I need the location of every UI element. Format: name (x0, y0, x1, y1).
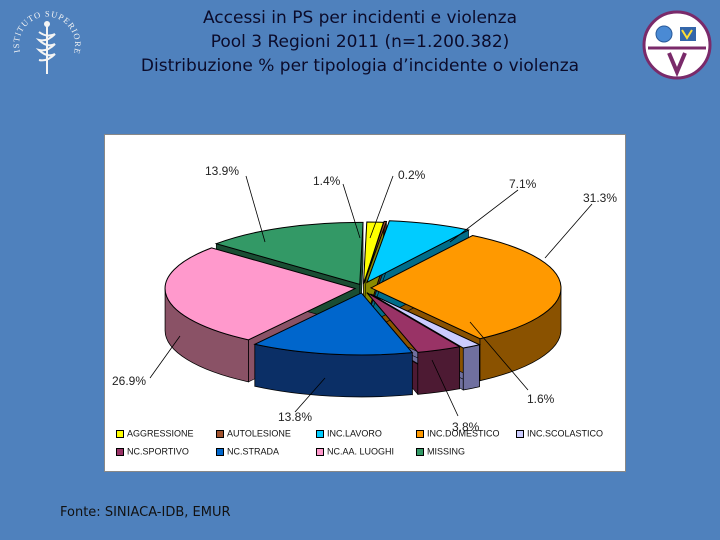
leader-line-inc-strada (294, 377, 326, 413)
title-line-2: Pool 3 Regioni 2011 (n=1.200.382) (210, 32, 510, 52)
iss-seal-logo: ISTITUTO SUPERIORE DI SANITÀ (6, 2, 82, 74)
pie-slice-autolesione (363, 220, 388, 284)
label-inc-strada: 13.8% (278, 410, 313, 424)
legend-item-inc-strada: NC.STRADA (216, 444, 279, 458)
leader-line-inc-lavoro (449, 189, 519, 243)
legend-swatch (316, 429, 324, 438)
pie-slice-inc-strada (253, 292, 414, 356)
label-autolesione: 0.2% (398, 168, 426, 182)
label-aggressione: 1.4% (313, 174, 341, 188)
injury-db-logo (642, 10, 712, 80)
pie-slice-side-inc-scolastico (462, 344, 480, 391)
legend-swatch (516, 429, 524, 438)
label-inc-sportivo: 3.8% (452, 420, 480, 434)
leader-line-missing (245, 175, 266, 243)
leader-line-inc-scolastico (469, 321, 529, 391)
legend-swatch (416, 447, 424, 456)
pie-slice-inc-lavoro (366, 220, 471, 284)
label-inc-aa-luoghi: 26.9% (112, 374, 147, 388)
legend-swatch (416, 429, 424, 438)
legend-swatch (216, 447, 224, 456)
pie-slice-inc-aa-luoghi (164, 247, 357, 341)
title-line-3: Distribuzione % per tipologia d’incident… (140, 56, 580, 76)
legend-item-aggressione: AGGRESSIONE (116, 426, 194, 440)
leader-line-autolesione (369, 175, 394, 239)
label-inc-domestico: 31.3% (583, 191, 618, 205)
pie-slice-inc-domestico (369, 234, 562, 340)
legend-swatch (316, 447, 324, 456)
source-note: Fonte: SINIACA-IDB, EMUR (60, 505, 231, 520)
title-line-1: Accessi in PS per incidenti e violenza (202, 8, 518, 28)
label-inc-lavoro: 7.1% (509, 177, 537, 191)
pie-slice-inc-sportivo (366, 292, 462, 353)
pie-slice-side-inc-sportivo (417, 346, 461, 395)
legend-item-autolesione: AUTOLESIONE (216, 426, 291, 440)
legend-item-inc-aa-luoghi: NC.AA. LUOGHI (316, 444, 394, 458)
pie-slice-inc-scolastico (370, 293, 481, 349)
legend-item-inc-domestico: INC.DOMESTICO (416, 426, 500, 440)
legend-swatch (116, 447, 124, 456)
leader-line-inc-domestico (544, 203, 593, 259)
pie-slice-missing (214, 221, 364, 285)
label-inc-scolastico: 1.6% (527, 392, 555, 406)
legend-item-inc-lavoro: INC.LAVORO (316, 426, 382, 440)
label-missing: 13.9% (205, 164, 240, 178)
leader-line-aggressione (342, 183, 361, 239)
chart-legend: AGGRESSIONE AUTOLESIONE INC.LAVORO INC.D… (110, 424, 620, 468)
legend-item-inc-scolastico: INC.SCOLASTICO (516, 426, 603, 440)
legend-swatch (216, 429, 224, 438)
leader-line-inc-sportivo (431, 359, 459, 417)
slide-title: Accessi in PS per incidenti e violenza P… (100, 6, 620, 78)
legend-swatch (116, 429, 124, 438)
legend-item-missing: MISSING (416, 444, 465, 458)
leader-line-inc-aa-luoghi (149, 335, 181, 379)
legend-item-inc-sportivo: NC.SPORTIVO (116, 444, 189, 458)
